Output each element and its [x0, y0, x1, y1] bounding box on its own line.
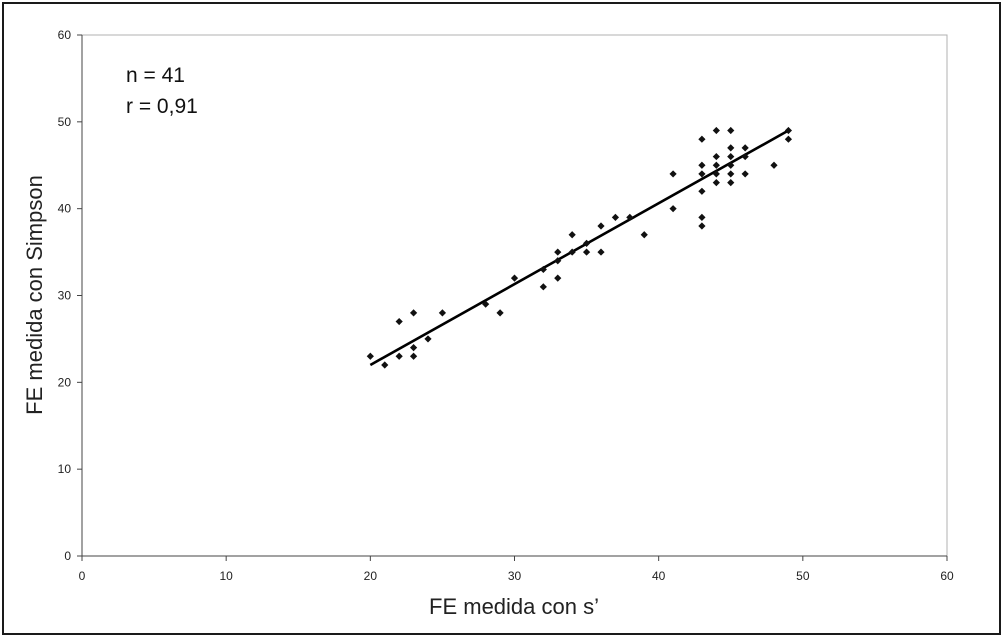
x-tick-label: 60 [940, 569, 954, 583]
axes [77, 34, 948, 561]
data-point [727, 161, 735, 169]
x-tick-label: 50 [796, 569, 810, 583]
data-point [539, 265, 547, 274]
data-point [597, 222, 605, 230]
x-tick-label: 20 [364, 569, 378, 583]
plot-area [81, 34, 948, 557]
y-tick-label: 10 [58, 462, 72, 476]
data-point [438, 309, 447, 317]
data-point [597, 248, 605, 256]
x-tick-label: 10 [219, 569, 233, 583]
data-point [381, 361, 389, 369]
data-point [712, 152, 720, 161]
x-tick-label: 30 [508, 569, 522, 583]
data-point [424, 335, 432, 343]
data-point [698, 161, 706, 169]
data-point [409, 309, 418, 317]
annotation-r: r = 0,91 [126, 95, 198, 118]
data-point [727, 144, 735, 152]
annotation-n: n = 41 [126, 64, 185, 87]
data-point [626, 213, 634, 221]
data-point [409, 352, 418, 360]
data-point [712, 179, 720, 187]
data-point [582, 239, 591, 247]
data-point [669, 170, 677, 178]
y-tick-label: 60 [58, 28, 72, 42]
data-point [712, 170, 720, 178]
data-point [698, 170, 706, 178]
data-point [366, 352, 374, 360]
tick-labels: 0 10 20 30 40 50 60 0 10 20 30 40 50 60 [58, 28, 954, 583]
data-point [554, 248, 562, 256]
x-tick-label: 0 [79, 569, 86, 583]
data-point [727, 152, 735, 161]
data-point [554, 257, 562, 265]
data-point [568, 231, 576, 239]
data-point [698, 222, 706, 230]
data-point [741, 170, 749, 178]
data-point [568, 248, 576, 256]
data-point [510, 274, 519, 282]
y-tick-label: 50 [58, 115, 72, 129]
data-point [482, 300, 490, 308]
data-point [611, 213, 620, 221]
y-axis-title: FE medida con Simpson [22, 175, 47, 415]
x-axis-title: FE medida con s’ [429, 594, 599, 619]
data-point [582, 248, 591, 256]
y-tick-label: 30 [58, 289, 72, 303]
data-point [770, 161, 778, 169]
data-point [741, 152, 749, 161]
data-point [395, 352, 403, 360]
data-point [727, 179, 735, 187]
data-point [539, 283, 547, 291]
data-point [712, 161, 720, 169]
data-point [784, 135, 793, 143]
data-point [698, 135, 706, 143]
y-tick-label: 0 [64, 549, 71, 563]
data-point [741, 144, 749, 152]
data-point [727, 170, 735, 178]
data-point [640, 231, 648, 239]
data-point [554, 274, 562, 282]
data-point [698, 187, 706, 195]
regression-line [369, 129, 790, 367]
data-point [698, 213, 706, 221]
data-point [496, 309, 504, 317]
data-point [409, 344, 418, 352]
data-point [712, 126, 720, 135]
y-tick-label: 20 [58, 375, 72, 389]
x-tick-label: 40 [652, 569, 666, 583]
data-point [784, 126, 793, 135]
data-point [395, 317, 403, 326]
data-point [669, 205, 677, 213]
data-points [366, 126, 793, 369]
data-point [727, 126, 735, 135]
y-tick-label: 40 [58, 202, 72, 216]
